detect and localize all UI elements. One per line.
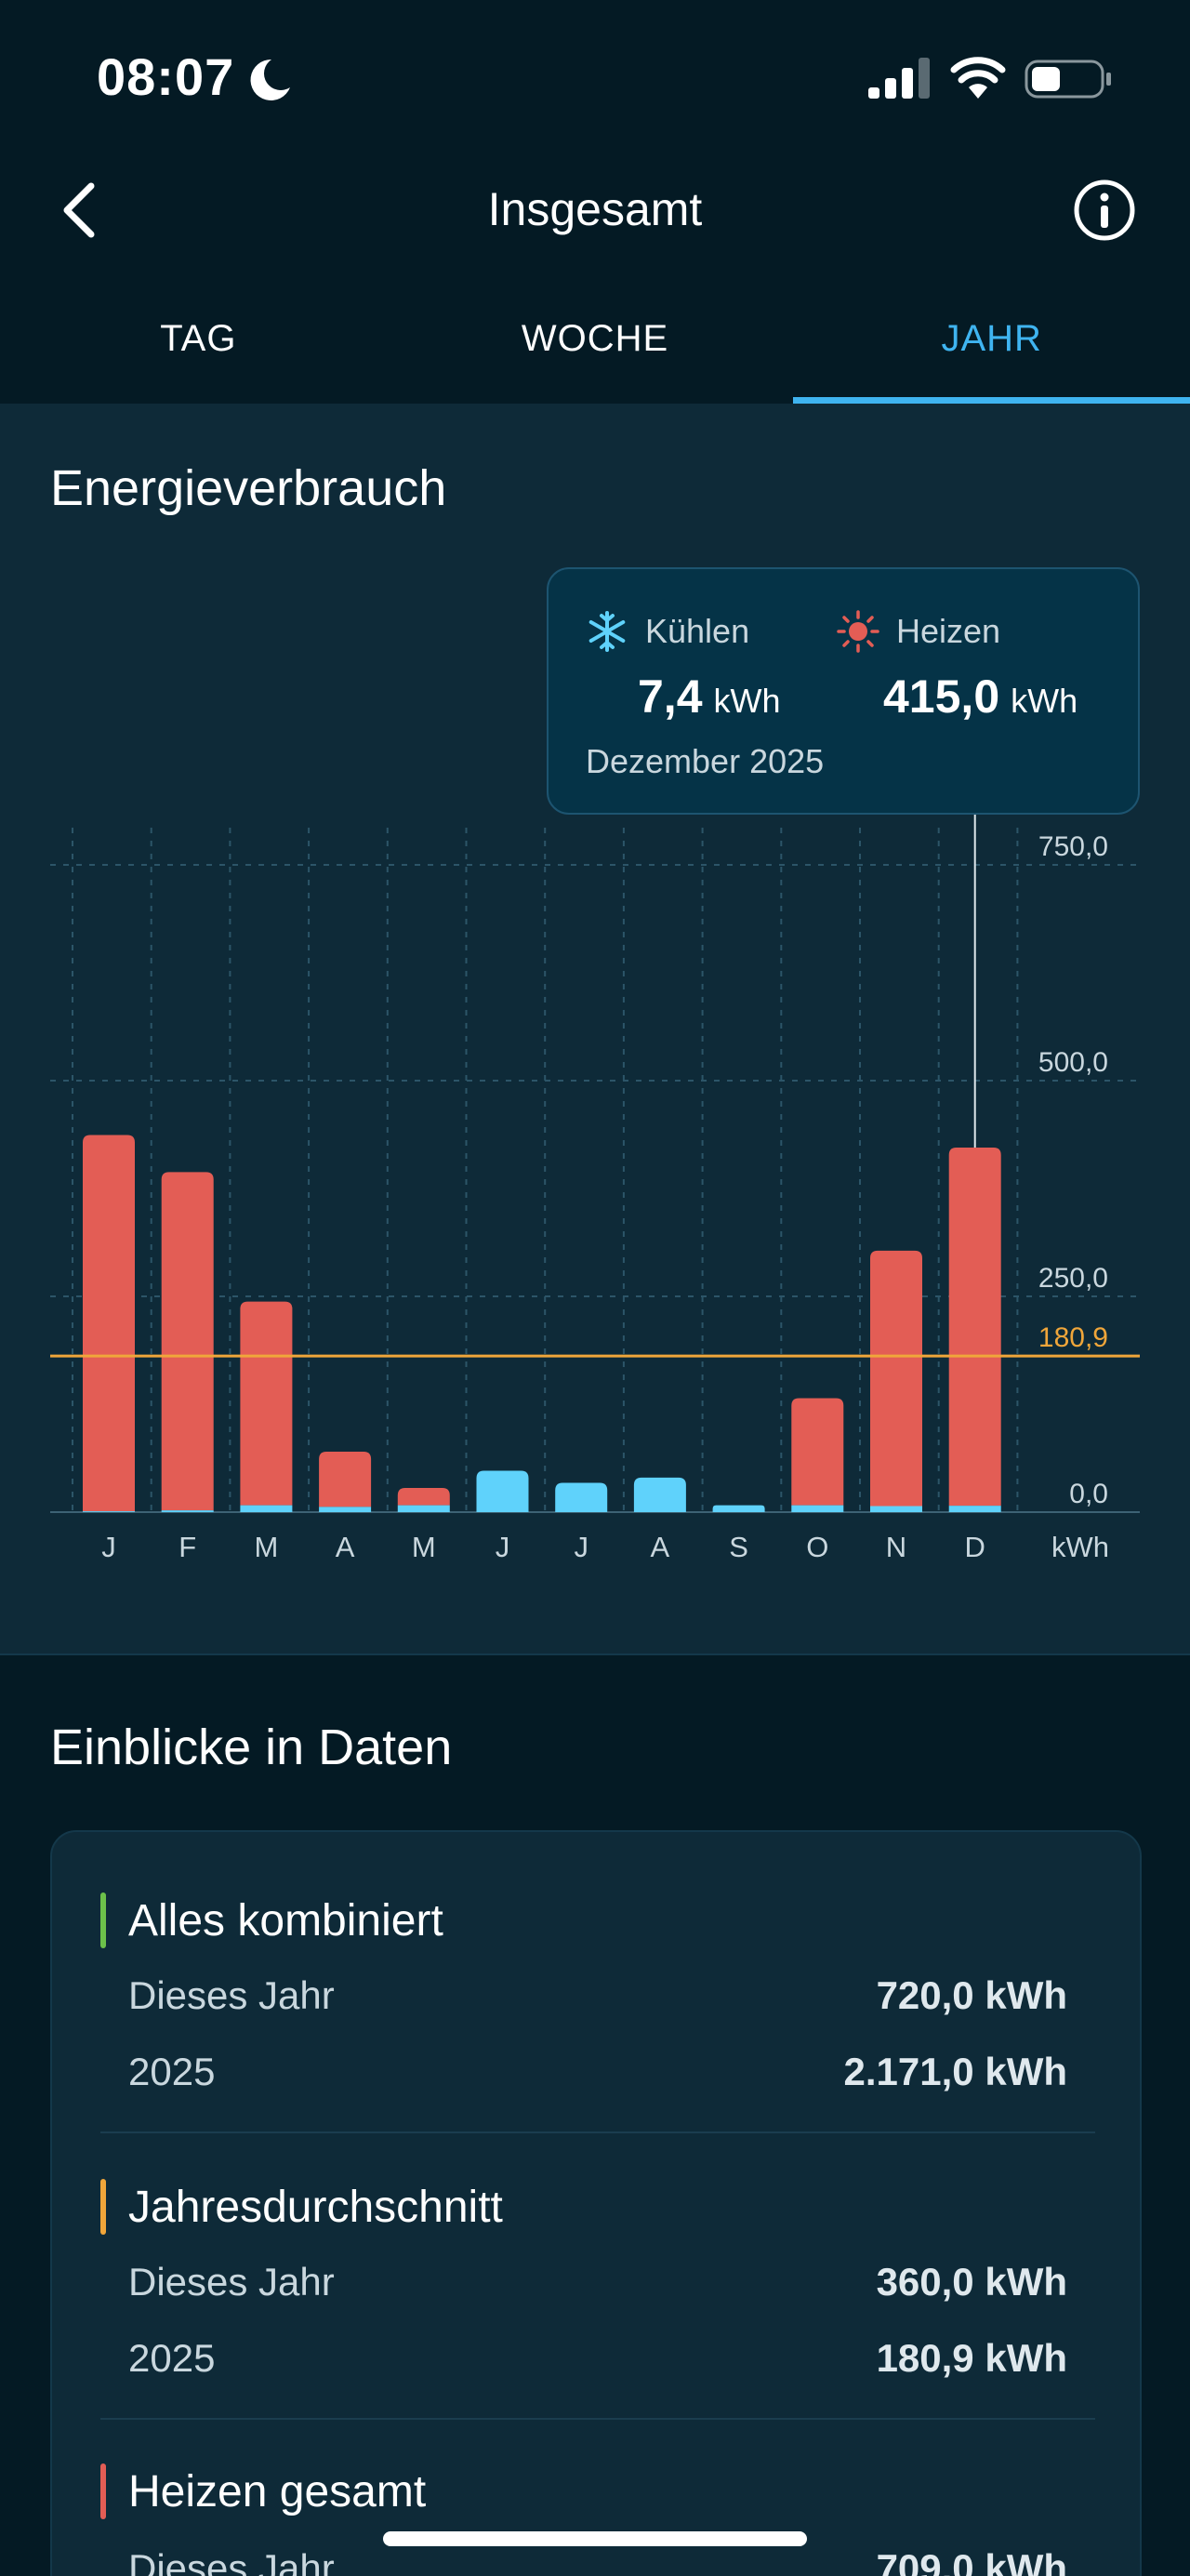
group-color-bar bbox=[100, 2463, 106, 2519]
snowflake-icon bbox=[588, 611, 626, 652]
group-color-bar bbox=[100, 2179, 106, 2235]
y-tick-label: 0,0 bbox=[1069, 1479, 1108, 1509]
nav-header: Insgesamt bbox=[0, 149, 1190, 270]
status-time: 08:07 bbox=[97, 47, 235, 106]
bar-cooling bbox=[791, 1505, 844, 1512]
bar-cooling bbox=[633, 1477, 686, 1512]
group-title: Alles kombiniert bbox=[128, 1895, 443, 1945]
home-indicator bbox=[383, 2531, 807, 2546]
y-unit-label: kWh bbox=[1051, 1531, 1109, 1563]
insights-card: Alles kombiniert Dieses Jahr 720,0 kWh 2… bbox=[50, 1830, 1142, 2576]
x-tick-label: S bbox=[729, 1531, 748, 1563]
x-tick-label: M bbox=[254, 1531, 278, 1563]
tab-jahr[interactable]: JAHR bbox=[793, 279, 1190, 404]
x-tick-label: A bbox=[651, 1531, 670, 1563]
bar-cooling bbox=[161, 1510, 214, 1512]
divider bbox=[100, 2418, 1095, 2420]
moon-icon bbox=[250, 59, 290, 100]
bar-heating bbox=[83, 1135, 135, 1512]
bar-heating bbox=[161, 1172, 214, 1511]
x-tick-label: D bbox=[965, 1531, 985, 1563]
tab-woche[interactable]: WOCHE bbox=[521, 318, 669, 359]
cellular-signal-icon bbox=[868, 58, 930, 99]
y-tick-label: 750,0 bbox=[1038, 831, 1108, 862]
chart-tooltip: Kühlen 7,4 kWh Heizen 415,0 kWh Dezember 2… bbox=[547, 567, 1140, 815]
bar-heating bbox=[319, 1452, 372, 1507]
bar-cooling bbox=[319, 1507, 372, 1512]
insights-title: Einblicke in Daten bbox=[50, 1720, 453, 1775]
wifi-icon bbox=[950, 57, 1006, 99]
group-title: Heizen gesamt bbox=[128, 2466, 427, 2516]
tooltip-heating-value: 415,0 kWh bbox=[883, 671, 1078, 723]
tooltip-cooling-value: 7,4 kWh bbox=[638, 671, 781, 723]
info-icon[interactable] bbox=[1071, 177, 1138, 244]
bar-cooling bbox=[870, 1506, 922, 1512]
battery-icon bbox=[1025, 60, 1111, 99]
y-tick-label: 500,0 bbox=[1038, 1047, 1108, 1078]
x-tick-label: O bbox=[806, 1531, 828, 1563]
chart-section-title: Energieverbrauch bbox=[50, 460, 447, 516]
x-tick-label: J bbox=[574, 1531, 588, 1563]
insight-row: Dieses Jahr 360,0 kWh bbox=[128, 2260, 1067, 2304]
bar-cooling bbox=[555, 1482, 608, 1512]
tooltip-heating-label: Heizen bbox=[896, 612, 1001, 650]
chevron-left-icon bbox=[63, 182, 95, 238]
group-color-bar bbox=[100, 1892, 106, 1948]
bar-cooling bbox=[397, 1505, 450, 1512]
insight-row: Dieses Jahr 720,0 kWh bbox=[128, 1973, 1067, 2017]
x-tick-label: F bbox=[178, 1531, 196, 1563]
x-tick-label: M bbox=[412, 1531, 436, 1563]
bar-heating bbox=[240, 1301, 293, 1506]
bar-cooling bbox=[712, 1505, 765, 1512]
x-tick-label: J bbox=[496, 1531, 510, 1563]
bar-cooling bbox=[476, 1470, 529, 1512]
y-tick-label: 250,0 bbox=[1038, 1263, 1108, 1294]
page-title: Insgesamt bbox=[487, 183, 703, 235]
tooltip-cooling-label: Kühlen bbox=[645, 612, 750, 650]
bar-heating bbox=[791, 1398, 844, 1506]
x-tick-label: J bbox=[101, 1531, 116, 1563]
back-button[interactable] bbox=[48, 175, 108, 246]
insight-row: Dieses Jahr 709,0 kWh bbox=[128, 2546, 1067, 2576]
bar-heating bbox=[948, 1148, 1001, 1507]
insight-row: 2025 2.171,0 kWh bbox=[128, 2050, 1067, 2093]
average-label: 180,9 bbox=[1038, 1322, 1108, 1353]
group-title: Jahresdurchschnitt bbox=[128, 2182, 503, 2232]
bar-cooling bbox=[240, 1505, 293, 1512]
status-bar: 08:07 bbox=[0, 0, 1190, 149]
insight-row: 2025 180,9 kWh bbox=[128, 2336, 1067, 2380]
x-tick-label: N bbox=[886, 1531, 906, 1563]
bar-heating bbox=[397, 1488, 450, 1506]
sun-icon bbox=[837, 610, 879, 653]
bar-cooling bbox=[83, 1511, 135, 1512]
period-tabs: TAG WOCHE JAHR bbox=[0, 279, 1190, 404]
x-tick-label: A bbox=[336, 1531, 355, 1563]
bar-heating bbox=[870, 1250, 922, 1507]
bar-cooling bbox=[948, 1506, 1001, 1512]
divider bbox=[100, 2131, 1095, 2133]
tab-tag[interactable]: TAG bbox=[160, 318, 237, 359]
tooltip-date: Dezember 2025 bbox=[586, 742, 825, 780]
